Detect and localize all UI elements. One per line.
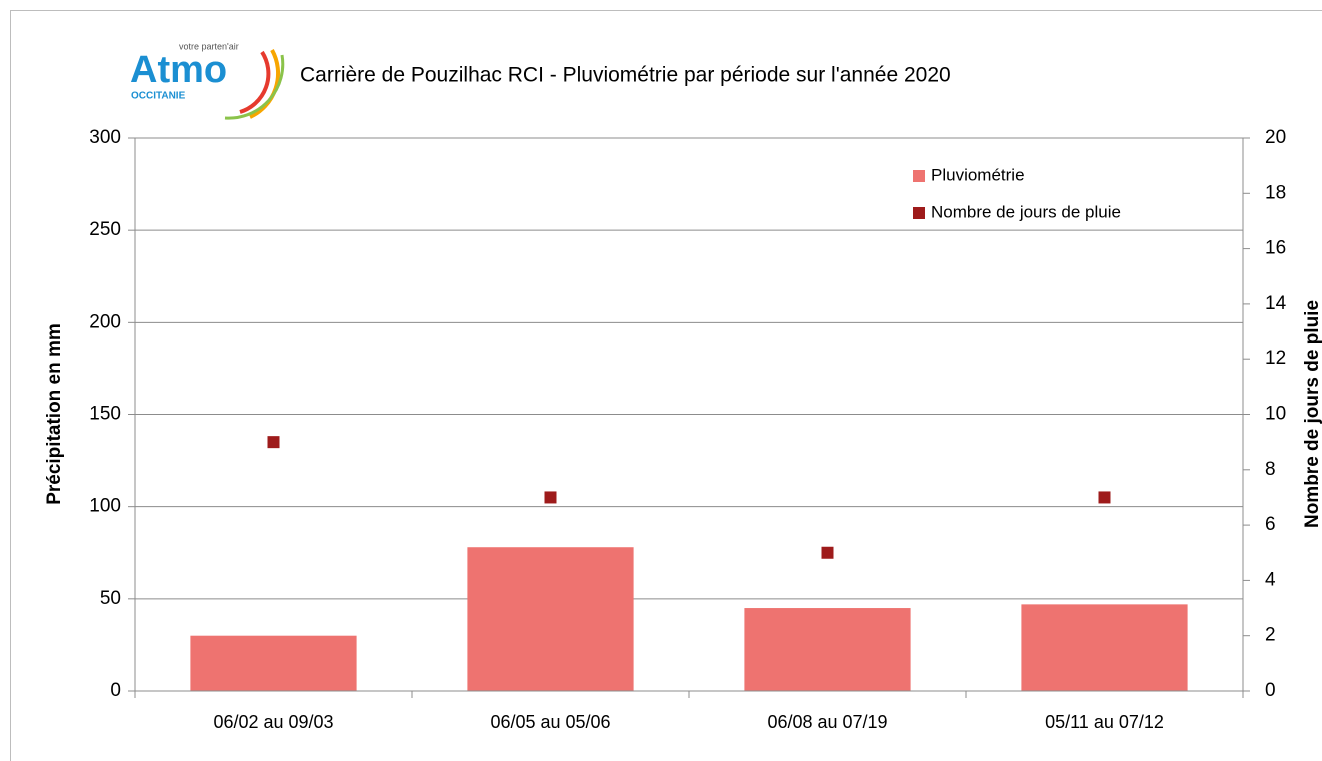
y2-tick-label: 0 [1265, 680, 1276, 701]
chart-title: Carrière de Pouzilhac RCI - Pluviométrie… [300, 64, 951, 87]
y-tick-label: 250 [89, 219, 121, 240]
logo-arc [239, 50, 271, 114]
legend-swatch [913, 207, 925, 219]
y2-axis-title: Nombre de jours de pluie [1302, 300, 1322, 528]
bar [467, 547, 634, 691]
y-tick-label: 50 [100, 588, 121, 609]
logo-tagline: votre parten'air [179, 41, 239, 51]
logo-name: Atmo [130, 49, 227, 91]
legend-label: Nombre de jours de pluie [931, 202, 1121, 221]
y-tick-label: 0 [110, 680, 121, 701]
y2-tick-label: 18 [1265, 182, 1286, 203]
bar [190, 635, 357, 691]
y-tick-label: 300 [89, 127, 121, 148]
logo-region: OCCITANIE [131, 91, 186, 102]
marker [267, 436, 280, 449]
marker [1098, 491, 1111, 504]
y2-tick-label: 20 [1265, 127, 1286, 148]
bar [1021, 604, 1188, 691]
y-tick-label: 200 [89, 311, 121, 332]
y2-tick-label: 8 [1265, 459, 1276, 480]
bar [744, 608, 911, 691]
x-tick-label: 06/05 au 05/06 [490, 712, 610, 732]
marker [544, 491, 557, 504]
logo: Atmo votre parten'air OCCITANIE [130, 41, 285, 120]
y2-tick-label: 14 [1265, 293, 1287, 314]
y2-tick-label: 4 [1265, 569, 1276, 590]
legend-swatch [913, 170, 925, 182]
logo-arc [224, 54, 285, 120]
y2-tick-label: 16 [1265, 238, 1286, 259]
y2-tick-label: 10 [1265, 404, 1286, 425]
x-tick-label: 05/11 au 07/12 [1045, 712, 1164, 732]
legend-label: Pluviométrie [931, 165, 1025, 184]
y-axis-title: Précipitation en mm [44, 323, 65, 505]
y-tick-label: 150 [89, 404, 121, 425]
y2-tick-label: 12 [1265, 348, 1286, 369]
y2-tick-label: 6 [1265, 514, 1276, 535]
x-tick-label: 06/02 au 09/03 [213, 712, 333, 732]
y2-tick-label: 2 [1265, 625, 1276, 646]
y-tick-label: 100 [89, 496, 121, 517]
x-tick-label: 06/08 au 07/19 [767, 712, 887, 732]
marker [821, 546, 834, 559]
